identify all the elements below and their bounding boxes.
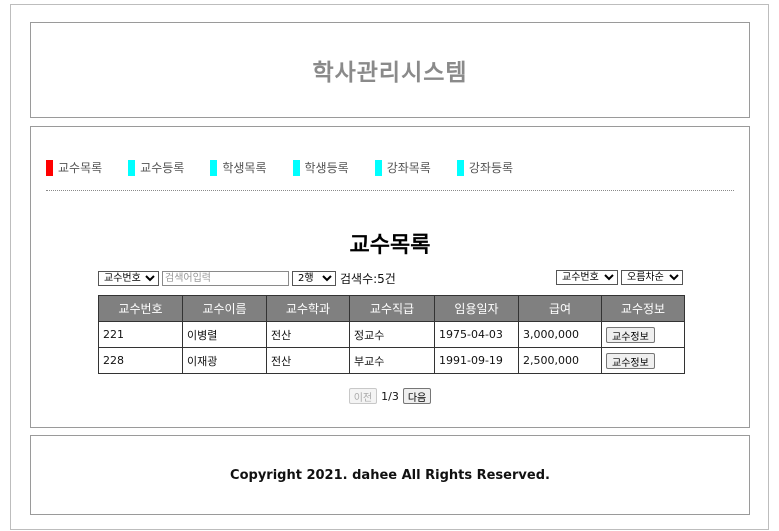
result-count: 검색수:5건 — [340, 272, 396, 286]
next-page-button[interactable]: 다음 — [402, 388, 432, 404]
professor-info-button[interactable]: 교수정보 — [606, 326, 655, 343]
sort-by-select[interactable]: 교수번호 — [556, 270, 618, 285]
column-header: 교수번호 — [98, 295, 183, 322]
cell-id: 221 — [98, 321, 183, 348]
rows-per-page-select[interactable]: 2행 — [292, 271, 336, 286]
menu-marker-icon — [46, 159, 53, 176]
menu-marker-icon — [456, 159, 464, 176]
column-header: 교수직급 — [349, 295, 435, 322]
column-header: 교수학과 — [266, 295, 350, 322]
column-header: 임용일자 — [434, 295, 519, 322]
menu-item-student-register[interactable]: 학생등록 — [292, 159, 349, 176]
menu-item-label: 교수등록 — [140, 161, 185, 175]
cell-dept: 전산 — [266, 347, 350, 374]
cell-rank: 정교수 — [349, 321, 435, 348]
cell-rank: 부교수 — [349, 347, 435, 374]
menu-marker-icon — [374, 159, 382, 176]
page-frame — [10, 4, 769, 530]
menu-marker-icon — [128, 159, 136, 176]
menu-item-course-list[interactable]: 강좌목록 — [374, 159, 431, 176]
cell-name: 이재광 — [182, 347, 267, 374]
system-title[interactable]: 학사관리시스템 — [312, 60, 468, 86]
cell-salary: 3,000,000 — [518, 321, 602, 348]
table-header-row: 교수번호 교수이름 교수학과 교수직급 임용일자 급여 교수정보 — [98, 295, 685, 322]
professor-info-button[interactable]: 교수정보 — [606, 352, 655, 369]
menu-item-student-list[interactable]: 학생목록 — [210, 159, 267, 176]
column-header: 교수정보 — [601, 295, 685, 322]
menu-item-label: 학생등록 — [304, 161, 349, 175]
main-section: 교수목록 교수등록 학생목록 학생등록 강좌목록 강좌등록 교수목록 교수번호 — [30, 126, 750, 428]
menu-item-label: 학생목록 — [222, 161, 267, 175]
menu-item-label: 강좌등록 — [468, 161, 514, 175]
cell-id: 228 — [98, 347, 183, 374]
sort-order-select[interactable]: 오름차순 — [621, 270, 683, 285]
cell-action: 교수정보 — [601, 347, 685, 374]
menu-marker-icon — [210, 159, 218, 176]
copyright-text: Copyright 2021. dahee All Rights Reserve… — [230, 467, 550, 483]
menu-item-label: 강좌목록 — [386, 161, 431, 175]
menu-item-label: 교수목록 — [58, 161, 103, 175]
menu-divider — [46, 190, 734, 191]
page-title: 교수목록 — [349, 233, 431, 258]
cell-dept: 전산 — [266, 321, 350, 348]
footer: Copyright 2021. dahee All Rights Reserve… — [30, 435, 750, 515]
column-header: 교수이름 — [182, 295, 267, 322]
cell-action: 교수정보 — [601, 321, 685, 348]
table-row: 221 이병렬 전산 정교수 1975-04-03 3,000,000 교수정보 — [98, 321, 685, 348]
column-header: 급여 — [518, 295, 602, 322]
menu-item-professor-list[interactable]: 교수목록 — [46, 159, 102, 176]
search-controls: 교수번호 2행 검색수:5건 — [98, 270, 396, 287]
header: 학사관리시스템 — [30, 22, 750, 118]
table-row: 228 이재광 전산 부교수 1991-09-19 2,500,000 교수정보 — [98, 347, 685, 374]
prev-page-button[interactable]: 이전 — [348, 388, 378, 404]
menu-marker-icon — [292, 159, 300, 176]
top-menu: 교수목록 교수등록 학생목록 학생등록 강좌목록 강좌등록 — [46, 159, 539, 176]
cell-hire-date: 1991-09-19 — [434, 347, 519, 374]
menu-item-course-register[interactable]: 강좌등록 — [456, 159, 514, 176]
page-indicator: 1/3 — [381, 389, 399, 403]
sort-controls: 교수번호 오름차순 — [556, 270, 683, 285]
menu-item-professor-register[interactable]: 교수등록 — [128, 159, 184, 176]
cell-name: 이병렬 — [182, 321, 267, 348]
professor-table: 교수번호 교수이름 교수학과 교수직급 임용일자 급여 교수정보 221 이병렬… — [98, 295, 685, 374]
search-input[interactable] — [162, 271, 289, 286]
search-field-select[interactable]: 교수번호 — [98, 271, 159, 286]
cell-salary: 2,500,000 — [518, 347, 602, 374]
pagination: 이전 1/3 다음 — [31, 388, 749, 404]
cell-hire-date: 1975-04-03 — [434, 321, 519, 348]
